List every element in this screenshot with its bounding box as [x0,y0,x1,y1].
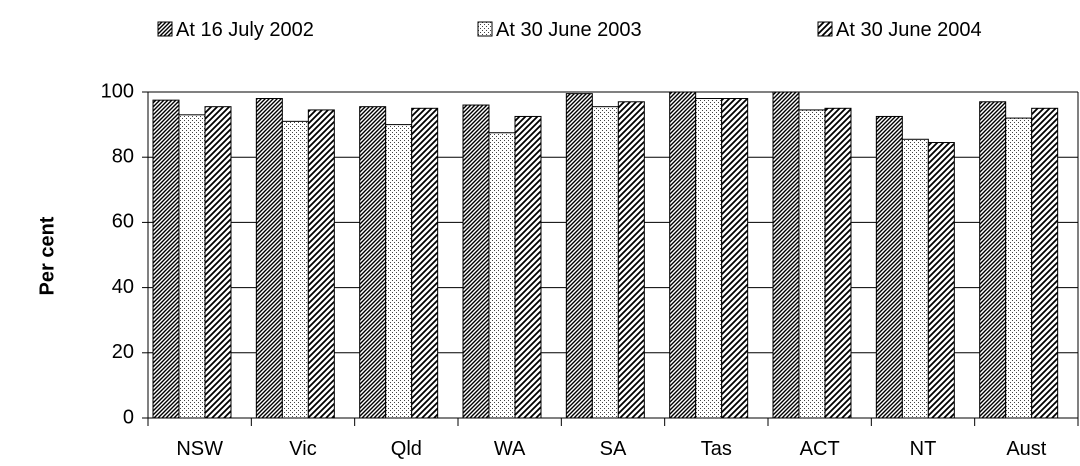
bar-vic-series-1 [255,98,283,419]
x-tick-label: Vic [289,438,316,460]
bar-sa-series-3 [617,101,645,419]
x-tick-label: Aust [1006,438,1046,460]
bar-aust-series-2 [1005,117,1033,419]
x-tick-label: NT [910,438,937,460]
bar-wa-series-3 [514,115,542,419]
legend: At 16 July 2002 At 30 June 2003 At 30 June… [157,19,982,41]
bar-wa-series-1 [462,104,490,419]
bar-sa-series-1 [565,93,593,419]
bar-act-series-3 [824,107,852,419]
bar-nsw-series-1 [152,99,180,419]
legend-label: At 30 June 2004 [836,19,982,41]
bar-wa-series-2 [488,132,516,419]
y-tick-label: 40 [112,276,134,298]
y-tick-label: 60 [112,211,134,233]
axes [147,92,1079,426]
bar-nt-series-1 [875,115,903,419]
bar-tas-series-2 [695,98,723,419]
legend-label: At 16 July 2002 [176,19,314,41]
x-tick-label: ACT [800,438,840,460]
bar-qld-series-1 [359,106,387,419]
x-tick-label: Qld [391,438,422,460]
bar-qld-series-3 [411,107,439,419]
tick-labels: 0 20 40 60 80 100 NSW Vic Qld WA SA Tas ACT NT Aust [101,80,1047,460]
bar-tas-series-3 [721,98,749,419]
x-tick-label: NSW [176,438,223,460]
y-tick-label: 20 [112,341,134,363]
bars [152,91,1059,419]
bar-aust-series-3 [1031,107,1059,419]
bar-vic-series-2 [281,120,309,419]
bar-aust-series-1 [979,101,1007,419]
legend-swatch [477,21,493,37]
y-tick-label: 80 [112,145,134,167]
legend-label: At 30 June 2003 [496,19,642,41]
y-tick-label: 100 [101,80,134,102]
bar-sa-series-2 [591,106,619,419]
x-tick-label: SA [600,438,627,460]
bar-tas-series-1 [669,91,697,419]
y-axis-title: Per cent [36,216,58,295]
x-tick-label: WA [494,438,526,460]
bar-act-series-1 [772,91,800,419]
bar-act-series-2 [798,109,826,419]
bar-qld-series-2 [385,124,413,419]
bar-nsw-series-3 [204,106,232,419]
bar-nt-series-2 [901,138,929,419]
bar-vic-series-3 [307,109,335,419]
bar-nt-series-3 [927,142,955,419]
bar-nsw-series-2 [178,114,206,419]
y-tick-label: 0 [123,406,134,428]
x-tick-label: Tas [701,438,732,460]
legend-swatch [817,21,833,37]
legend-swatch [157,21,173,37]
